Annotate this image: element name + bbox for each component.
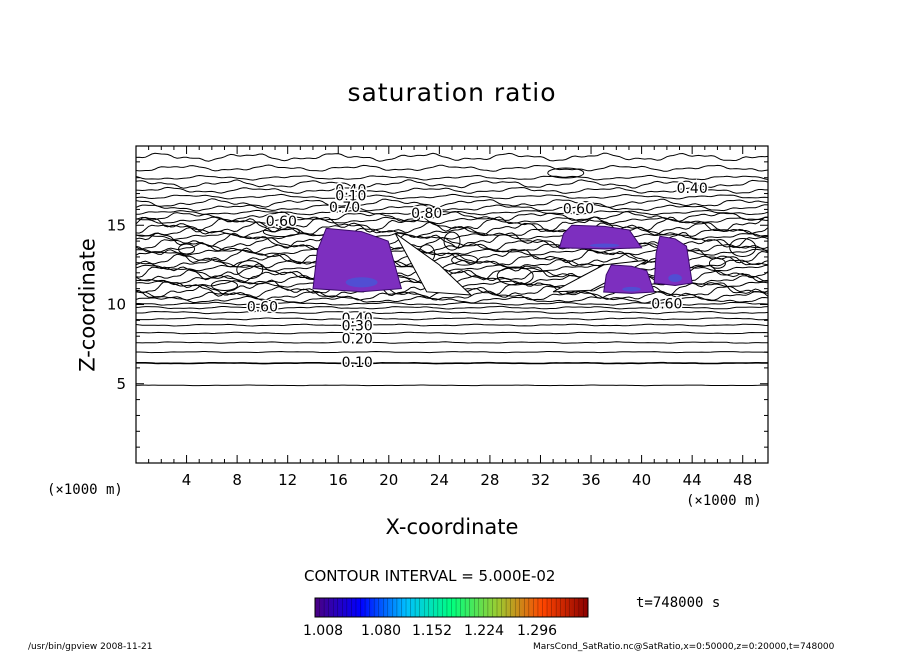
clear-region	[394, 232, 473, 296]
contour-line	[136, 384, 768, 387]
x-unit-label-left: (×1000 m)	[47, 482, 123, 498]
contour-line	[136, 310, 768, 315]
supersaturated-region	[603, 264, 655, 294]
contour-interval: CONTOUR INTERVAL = 5.000E-02	[304, 567, 556, 585]
contour-label: 0.60	[651, 297, 682, 313]
contour-line	[136, 361, 768, 365]
contour-eddy	[178, 243, 196, 255]
contour-line	[136, 295, 768, 304]
high-ratio-spot	[589, 243, 620, 248]
x-tick-label: 8	[232, 471, 242, 489]
contour-eddy	[547, 167, 585, 179]
contour-eddy	[236, 260, 264, 280]
contour-eddy	[451, 254, 479, 266]
contour-eddy	[443, 231, 461, 251]
contour-line	[136, 323, 768, 327]
colorbar-tick-label: 1.296	[516, 623, 558, 639]
contour-label: 0.70	[329, 200, 360, 216]
supersaturated-region	[558, 224, 643, 250]
contour-label: 0.60	[266, 214, 297, 230]
contour-line	[136, 204, 768, 212]
x-axis-label: X-coordinate	[385, 515, 519, 539]
x-unit-label-right: (×1000 m)	[686, 493, 762, 509]
contour-line	[136, 164, 768, 172]
colorbar-tick-label: 1.008	[302, 623, 344, 639]
x-tick-label: 16	[329, 471, 348, 489]
contour-label: 0.60	[247, 300, 278, 316]
contour-line	[136, 317, 768, 321]
x-tick-label: 44	[683, 471, 702, 489]
colorbar-tick-label: 1.224	[463, 623, 505, 639]
x-tick-label: 12	[278, 471, 297, 489]
contour-label: 0.40	[335, 182, 366, 198]
contour-line	[136, 186, 768, 194]
time-label: t=748000 s	[636, 595, 721, 611]
contour-label: 0.30	[342, 319, 373, 335]
contour-label: 0.80	[411, 206, 442, 222]
contour-eddy	[496, 266, 534, 286]
contour-label: 0.10	[335, 189, 366, 205]
contour-label: 0.40	[342, 311, 373, 327]
x-tick-label: 36	[581, 471, 600, 489]
contour-line	[136, 301, 768, 306]
x-tick-label: 20	[379, 471, 398, 489]
contour-line	[136, 331, 768, 335]
contour-eddy	[262, 226, 300, 238]
contour-eddy	[729, 237, 757, 257]
contour-eddy	[210, 279, 238, 291]
contour-label: 0.20	[342, 331, 373, 347]
contour-line	[136, 174, 768, 181]
x-tick-label: 28	[480, 471, 499, 489]
x-tick-label: 4	[182, 471, 192, 489]
contour-label: 0.10	[342, 355, 373, 371]
footer-right: MarsCond_SatRatio.nc@SatRatio,x=0:50000,…	[533, 642, 835, 652]
supersaturated-region	[653, 235, 693, 287]
y-tick-label: 5	[116, 375, 126, 393]
colorbar-tick-label: 1.080	[360, 623, 402, 639]
high-ratio-spot	[668, 274, 682, 283]
contour-line	[136, 305, 768, 310]
contour-line	[136, 193, 768, 200]
contour-line	[136, 209, 768, 216]
contour-eddy	[708, 257, 726, 269]
contour-line	[136, 152, 768, 162]
high-ratio-spot	[345, 277, 378, 288]
contour-line	[136, 216, 768, 225]
contour-line	[136, 350, 768, 354]
contour-label: 0.60	[563, 201, 594, 217]
contour-line	[136, 198, 768, 208]
x-tick-label: 48	[733, 471, 752, 489]
high-ratio-spot	[622, 286, 641, 292]
supersaturated-region	[312, 227, 403, 293]
y-tick-label: 10	[107, 296, 126, 314]
colorbar-tick-label: 1.152	[411, 623, 453, 639]
y-tick-label: 15	[107, 216, 126, 234]
x-tick-label: 32	[531, 471, 550, 489]
contour-line	[136, 179, 768, 189]
contour-line	[136, 226, 768, 238]
contour-line	[136, 341, 768, 344]
chart-title: saturation ratio	[347, 78, 557, 107]
x-tick-label: 24	[430, 471, 449, 489]
contour-label: 0.40	[677, 181, 708, 197]
x-tick-label: 40	[632, 471, 651, 489]
footer-left: /usr/bin/gpview 2008-11-21	[28, 642, 153, 652]
